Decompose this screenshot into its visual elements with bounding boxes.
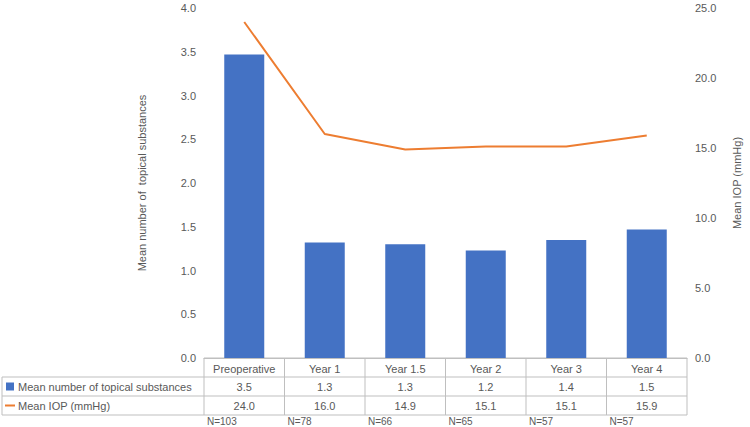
svg-text:14.9: 14.9 (395, 400, 416, 412)
svg-text:15.1: 15.1 (475, 400, 496, 412)
svg-text:N=78: N=78 (288, 416, 313, 427)
svg-text:N=57: N=57 (610, 416, 635, 427)
svg-text:3.0: 3.0 (181, 90, 196, 102)
svg-text:1.3: 1.3 (317, 381, 332, 393)
svg-text:Year 2: Year 2 (470, 363, 501, 375)
svg-text:Mean number of topical substan: Mean number of topical substances (18, 381, 192, 393)
svg-text:2.0: 2.0 (181, 177, 196, 189)
svg-text:4.0: 4.0 (181, 2, 196, 14)
svg-text:0.0: 0.0 (181, 352, 196, 364)
svg-text:Year 1.5: Year 1.5 (385, 363, 426, 375)
svg-text:Mean IOP (mmHg): Mean IOP (mmHg) (18, 400, 110, 412)
svg-text:Preoperative: Preoperative (213, 363, 275, 375)
svg-text:20.0: 20.0 (695, 72, 716, 84)
svg-text:N=103: N=103 (207, 416, 237, 427)
svg-text:N=57: N=57 (529, 416, 554, 427)
svg-text:N=66: N=66 (368, 416, 393, 427)
svg-text:0.5: 0.5 (181, 308, 196, 320)
svg-text:Year 3: Year 3 (551, 363, 582, 375)
svg-text:1.0: 1.0 (181, 265, 196, 277)
svg-text:15.0: 15.0 (695, 142, 716, 154)
svg-text:Year 4: Year 4 (631, 363, 662, 375)
svg-text:1.2: 1.2 (478, 381, 493, 393)
svg-text:3.5: 3.5 (181, 46, 196, 58)
svg-text:0.0: 0.0 (695, 352, 710, 364)
svg-text:25.0: 25.0 (695, 2, 716, 14)
svg-text:15.9: 15.9 (636, 400, 657, 412)
svg-text:16.0: 16.0 (314, 400, 335, 412)
svg-text:1.4: 1.4 (559, 381, 574, 393)
svg-text:10.0: 10.0 (695, 212, 716, 224)
svg-text:2.5: 2.5 (181, 133, 196, 145)
svg-text:N=65: N=65 (449, 416, 474, 427)
svg-text:1.3: 1.3 (398, 381, 413, 393)
svg-text:Year 1: Year 1 (309, 363, 340, 375)
svg-text:3.5: 3.5 (237, 381, 252, 393)
svg-text:Mean IOP (mmHg): Mean IOP (mmHg) (731, 137, 743, 229)
svg-text:1.5: 1.5 (181, 221, 196, 233)
svg-text:5.0: 5.0 (695, 282, 710, 294)
svg-text:Mean number of topical substa: Mean number of topical substances (136, 94, 148, 271)
svg-text:1.5: 1.5 (639, 381, 654, 393)
svg-text:24.0: 24.0 (234, 400, 255, 412)
svg-text:15.1: 15.1 (556, 400, 577, 412)
